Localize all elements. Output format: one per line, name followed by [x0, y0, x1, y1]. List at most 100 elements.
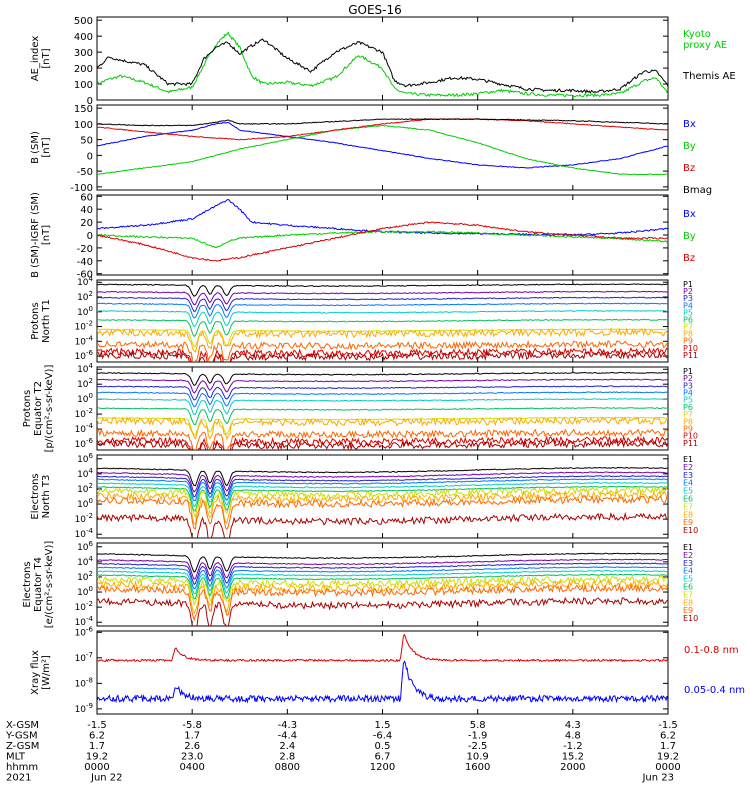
y-tick-label: 100: [77, 305, 93, 318]
channel-label: P8: [683, 330, 693, 339]
y-tick-label: 0: [87, 96, 93, 107]
panel-p2: 104 102 100 10-2 10-4 10-6 ProtonsEquator T2[p…: [22, 362, 698, 452]
x-row-value: Jun 23: [641, 773, 674, 784]
y-tick-label: 10-6: [75, 349, 94, 362]
channel-label: E4: [683, 567, 693, 576]
x-row-label: 2021: [6, 773, 31, 784]
x-row-value: 6.2: [660, 731, 676, 742]
y-tick-label: 20: [80, 218, 93, 229]
channel-line-p1: [97, 371, 668, 386]
x-row-value: -1.5: [87, 720, 107, 731]
panel-plot-area: [97, 466, 668, 538]
legend-entry: 0.1-0.8 nm: [684, 645, 739, 656]
legend-entry: Bmag: [683, 185, 712, 196]
channel-line-p4: [97, 302, 668, 319]
channel-line-e3: [97, 475, 668, 498]
y-tick-label: 104: [77, 555, 93, 568]
channel-line-p6: [97, 318, 668, 338]
x-row-value: 19.2: [657, 752, 679, 763]
channel-label: P5: [683, 396, 693, 405]
x-row-value: -5.8: [182, 720, 202, 731]
y-tick-label: 102: [77, 570, 93, 583]
series-line-bz: [97, 221, 668, 262]
x-axis-table: X-GSM -1.5 -5.8 -4.3 1.5 5.8 4.3 -1.5Y-GSM 6.2 1.…: [5, 720, 681, 784]
channel-label: P2: [683, 374, 693, 383]
y-tick-label: 100: [74, 80, 93, 91]
channel-line-e4: [97, 566, 668, 590]
channel-label: E5: [683, 575, 693, 584]
channel-label: P3: [683, 294, 693, 303]
xray-line-short: [97, 660, 668, 704]
y-tick-label: 10-9: [75, 702, 93, 715]
series-line-bz: [97, 118, 668, 141]
series-line-kyoto-proxy-ae: [97, 31, 668, 98]
x-row-value: 2.8: [279, 752, 295, 763]
y-tick-label: 100: [77, 497, 93, 510]
channel-label: P1: [683, 367, 693, 376]
channel-label: P7: [683, 410, 693, 419]
channel-label: E1: [683, 543, 693, 552]
y-tick-label: 106: [77, 452, 93, 465]
y-axis-label: B (SM)-IGRF (SM)[nT]: [30, 192, 52, 278]
x-row-value: 1600: [465, 762, 490, 773]
x-row-value: Jun 22: [90, 773, 123, 784]
channel-label: E4: [683, 479, 693, 488]
channel-label: E10: [683, 614, 698, 623]
y-tick-label: -50: [77, 167, 93, 178]
panel-ae: 500 400 300 200 100 0 AE_index[nT] Kyoto proxy A…: [30, 16, 736, 107]
channel-line-e7: [97, 485, 668, 519]
y-tick-label: 60: [80, 192, 93, 203]
legend-entry: Kyoto proxy AE: [683, 29, 727, 51]
channel-line-e8: [97, 579, 668, 615]
channel-label: P4: [683, 301, 693, 310]
channel-line-p7: [97, 328, 668, 348]
channel-label: P8: [683, 417, 693, 426]
x-row-value: 15.2: [562, 752, 584, 763]
panel-bigrf: 60 40 20 0 -20 -40 -60 B (SM)-IGRF (SM)[nT] Bx By…: [30, 192, 696, 281]
channel-line-p10: [97, 346, 668, 362]
x-row-value: -4.4: [278, 731, 298, 742]
x-row-label: Y-GSM: [5, 731, 38, 742]
channel-label: P9: [683, 337, 693, 346]
legend-entry: By: [683, 141, 696, 152]
y-tick-label: 50: [80, 136, 93, 147]
y-tick-label: 106: [77, 540, 93, 553]
x-row-value: 0400: [179, 762, 204, 773]
x-row-value: 0800: [275, 762, 300, 773]
channel-line-p8: [97, 327, 668, 353]
channel-label: E2: [683, 463, 693, 472]
y-tick-label: 102: [77, 290, 93, 303]
channel-label: E7: [683, 502, 693, 511]
channel-label: P11: [683, 351, 698, 360]
channel-label: P6: [683, 403, 693, 412]
panel-plot-area: [97, 371, 668, 450]
channel-line-p3: [97, 385, 668, 401]
y-tick-label: 400: [74, 32, 93, 43]
x-row-value: 2.6: [184, 741, 200, 752]
y-axis-label: ElectronsNorth T3: [30, 473, 52, 519]
legend-entry: Themis AE: [682, 71, 736, 82]
y-tick-label: -100: [70, 183, 93, 194]
channel-label: E10: [683, 526, 698, 535]
channel-label: E9: [683, 518, 693, 527]
channel-line-e9: [97, 495, 668, 531]
y-tick-label: 10-4: [75, 334, 94, 347]
channel-label: E5: [683, 487, 693, 496]
x-row-value: 23.0: [181, 752, 203, 763]
channel-line-p9: [97, 339, 668, 362]
x-row-value: 2000: [560, 762, 585, 773]
series-line-by: [97, 124, 668, 176]
legend-entry: Bz: [683, 163, 695, 174]
y-tick-label: 10-2: [75, 320, 93, 333]
channel-line-e5: [97, 569, 668, 595]
channel-label: P5: [683, 308, 693, 317]
panel-plot-area: [97, 118, 668, 176]
channel-line-p7: [97, 416, 668, 436]
channel-label: E3: [683, 471, 693, 480]
y-tick-label: 10-4: [75, 527, 94, 540]
x-row-value: 1200: [370, 762, 395, 773]
y-tick-label: -60: [77, 270, 93, 281]
